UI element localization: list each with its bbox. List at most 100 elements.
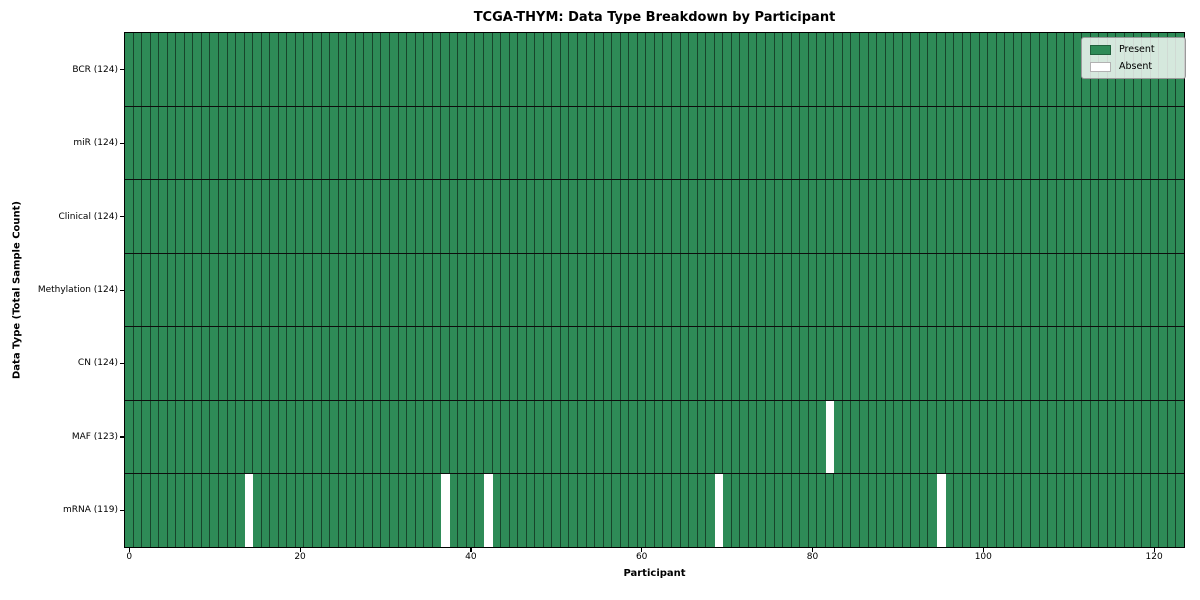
heatmap-cell (339, 400, 348, 474)
heatmap-cell (877, 474, 886, 548)
heatmap-cell (279, 106, 288, 180)
heatmap-cell (364, 33, 373, 106)
heatmap-cell (569, 400, 578, 474)
heatmap-row (125, 327, 1184, 401)
y-tick-mark (120, 509, 124, 511)
heatmap-cell (1048, 33, 1057, 106)
heatmap-cell (1005, 106, 1014, 180)
heatmap-cell (1142, 253, 1151, 327)
heatmap-cell (860, 253, 869, 327)
heatmap-cell (168, 474, 177, 548)
x-tick-mark (470, 548, 472, 552)
heatmap-cell (202, 180, 211, 253)
heatmap-cell (441, 327, 450, 400)
heatmap-cell (484, 400, 493, 474)
heatmap-cell (612, 33, 621, 106)
heatmap-cell (544, 33, 553, 106)
heatmap-cell (304, 33, 314, 106)
heatmap-cell (920, 327, 929, 400)
heatmap-cell (1065, 106, 1074, 180)
heatmap-cell (1082, 253, 1091, 327)
heatmap-cell (578, 106, 587, 180)
heatmap-cell (296, 400, 305, 474)
heatmap-cell (142, 253, 151, 327)
heatmap-cell (1005, 253, 1014, 327)
heatmap-cell (467, 180, 476, 253)
heatmap-cell (698, 180, 707, 253)
heatmap-cell (809, 474, 818, 548)
heatmap-cell (732, 327, 741, 400)
heatmap-cell (621, 253, 630, 327)
heatmap-cell (843, 327, 852, 400)
heatmap-cell (723, 180, 732, 253)
heatmap-cell (202, 474, 211, 548)
heatmap-cell (262, 400, 271, 474)
heatmap-cell (484, 33, 493, 106)
heatmap-cell (749, 180, 758, 253)
heatmap-cell (800, 33, 809, 106)
heatmap-cell (535, 33, 544, 106)
heatmap-cell (937, 253, 946, 327)
heatmap-cell (732, 180, 741, 253)
heatmap-cell (698, 33, 707, 106)
heatmap-cell (125, 33, 134, 106)
heatmap-cell (450, 253, 459, 327)
heatmap-cell (1176, 254, 1184, 327)
heatmap-cell (287, 327, 296, 400)
heatmap-cell (407, 474, 416, 548)
heatmap-cell (1099, 180, 1108, 253)
heatmap-cell (1074, 474, 1083, 548)
heatmap-cell (612, 106, 621, 180)
heatmap-cell (971, 106, 980, 180)
heatmap-cell (860, 474, 869, 548)
heatmap-cell (1022, 327, 1031, 400)
heatmap-cell (304, 106, 314, 180)
heatmap-cell (587, 106, 596, 180)
x-tick-label: 40 (465, 552, 477, 562)
heatmap-cell (356, 253, 365, 327)
heatmap-cell (279, 33, 288, 106)
heatmap-cell (510, 253, 519, 327)
heatmap-cell (963, 106, 972, 180)
heatmap-cell (655, 180, 664, 253)
heatmap-cell (245, 33, 254, 106)
heatmap-cell (911, 33, 920, 106)
row-label: Methylation (124) (37, 285, 118, 295)
heatmap-row (125, 253, 1184, 328)
heatmap-cell (330, 474, 339, 548)
heatmap-cell (1031, 180, 1040, 253)
heatmap-cell (1005, 33, 1014, 106)
heatmap-cell (903, 180, 912, 253)
heatmap-cell (997, 327, 1006, 400)
heatmap-cell (604, 474, 613, 548)
heatmap-cell (578, 400, 587, 474)
heatmap-cell (1091, 106, 1100, 180)
heatmap-cell (638, 33, 647, 106)
heatmap-cell (381, 180, 390, 253)
heatmap-cell (937, 33, 946, 106)
heatmap-cell (185, 180, 194, 253)
heatmap-cell (706, 253, 715, 327)
heatmap-cell (578, 180, 587, 253)
heatmap-cell (988, 106, 997, 180)
heatmap-cell (894, 253, 903, 327)
heatmap-cell (475, 400, 484, 474)
heatmap-cell (920, 106, 929, 180)
heatmap-cell (817, 33, 826, 106)
heatmap-cell (971, 400, 980, 474)
heatmap-cell (800, 327, 809, 400)
heatmap-cell (228, 33, 237, 106)
heatmap-cell (1014, 106, 1023, 180)
heatmap-cell (869, 474, 878, 548)
heatmap-cell (629, 106, 638, 180)
heatmap-cell (937, 106, 946, 180)
heatmap-cell (518, 400, 527, 474)
heatmap-cell (253, 33, 262, 106)
heatmap-cell (1048, 106, 1057, 180)
heatmap-cell (894, 33, 903, 106)
heatmap-cell (646, 400, 655, 474)
heatmap-cell (937, 400, 946, 474)
heatmap-cell (125, 180, 134, 253)
heatmap-cell (621, 400, 630, 474)
heatmap-cell (561, 327, 570, 400)
